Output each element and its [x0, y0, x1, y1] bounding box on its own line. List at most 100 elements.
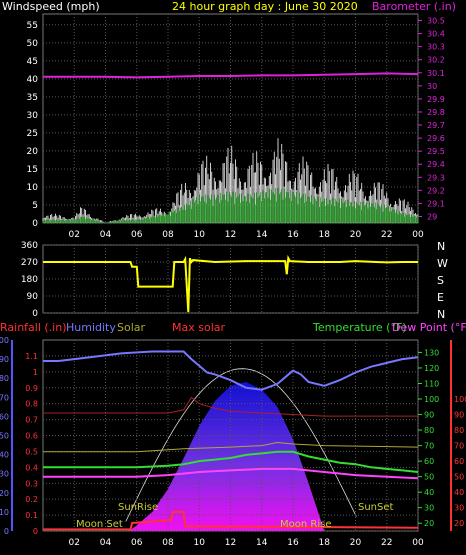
temperature-y-tick-label: 30: [424, 504, 434, 513]
wind-x-tick-label: 06: [131, 230, 143, 240]
wind-y-tick-label: 5: [32, 201, 38, 211]
dewpoint-y-tick-label: 60: [454, 457, 464, 466]
humidity-y-tick-label: 20: [0, 489, 9, 498]
sunrise-label: SunRise: [118, 502, 158, 513]
wind-x-tick-label: 22: [381, 230, 392, 240]
temperature-y-tick-label: 90: [424, 411, 434, 420]
rain-y-tick-label: 0: [33, 527, 38, 536]
direction-y-tick-label: 0: [32, 309, 38, 319]
barometer-y-tick-label: 29.7: [427, 121, 445, 130]
legend-humidity: Humidity: [66, 321, 116, 334]
wind-x-tick-label: 20: [350, 230, 362, 240]
wind-y-tick-label: 50: [27, 39, 39, 49]
compass-label: S: [437, 274, 444, 287]
barometer-y-tick-label: 29.9: [427, 95, 445, 104]
temperature-line: [43, 450, 419, 473]
dewpoint-y-tick-label: 30: [454, 504, 464, 513]
wind-y-tick-label: 20: [27, 147, 39, 157]
direction-y-tick-label: 90: [27, 292, 39, 302]
temperature-y-tick-label: 120: [424, 364, 439, 373]
temp-x-tick-label: 00: [412, 538, 424, 548]
dewpoint-y-tick-label: 100: [454, 395, 466, 404]
humidity-y-tick-label: 90: [0, 355, 9, 364]
temperature-y-tick-label: 40: [424, 488, 434, 497]
wind-y-tick-label: 25: [27, 129, 38, 139]
rain-y-tick-label: 0.7: [25, 416, 38, 425]
temp-x-tick-label: 02: [69, 538, 80, 548]
wind-x-tick-label: 00: [412, 230, 424, 240]
wind-y-tick-label: 45: [27, 57, 38, 67]
temperature-y-tick-label: 20: [424, 519, 434, 528]
humidity-y-tick-label: 70: [0, 393, 9, 402]
rain-y-ticks: 0 0.1 0.2 0.3 0.4 0.5 0.6 0.7 0.8 0.9 1 1.1: [25, 352, 38, 536]
solar-radiation-fill: [128, 382, 325, 531]
temp-x-tick-label: 06: [131, 538, 143, 548]
wind-y-ticks: 0 5 10 15 20 25 30 35 40 45 50 55: [27, 21, 39, 229]
temperature-y-tick-label: 100: [424, 395, 439, 404]
wind-x-tick-label: 16: [287, 230, 299, 240]
dewpoint-line: [43, 467, 419, 480]
wind-series: [42, 72, 419, 223]
temp-x-tick-label: 22: [381, 538, 392, 548]
barometer-y-tick-label: 30.3: [427, 43, 445, 52]
rain-y-tick-label: 0.3: [25, 479, 38, 488]
solar-line: [43, 441, 419, 453]
wind-y-tick-label: 40: [27, 75, 39, 85]
legend-rainfall: Rainfall (.in): [0, 321, 67, 334]
barometer-y-tick-label: 29.5: [427, 147, 445, 156]
temp-series: [43, 350, 419, 531]
dewpoint-y-tick-label: 20: [454, 519, 464, 528]
compass-label: W: [437, 257, 448, 270]
wind-direction-line: [43, 254, 418, 313]
wind-x-ticks: 02 04 06 08 10 12 14 16 18 20 22 00: [69, 230, 424, 240]
barometer-y-tick-label: 30: [427, 82, 437, 91]
wind-x-tick-label: 12: [225, 230, 236, 240]
barometer-y-tick-label: 29.6: [427, 134, 445, 143]
wind-x-tick-label: 02: [69, 230, 80, 240]
temp-x-ticks: 02 04 06 08 10 12 14 16 18 20 22 00: [69, 538, 424, 548]
rain-y-tick-label: 0.8: [25, 400, 38, 409]
barometer-y-tick-label: 29.8: [427, 108, 445, 117]
temperature-y-ticks: 20 30 40 50 60 70 80 90 100 110 120 130: [418, 348, 439, 528]
temperature-y-tick-label: 60: [424, 457, 434, 466]
compass-label: N: [437, 308, 445, 321]
legend-max-solar: Max solar: [172, 321, 225, 334]
wind-y-tick-label: 10: [27, 183, 39, 193]
barometer-y-tick-label: 30.2: [427, 56, 445, 65]
rain-y-tick-label: 0.9: [25, 384, 38, 393]
direction-series: [43, 254, 418, 313]
temp-x-tick-label: 18: [319, 538, 331, 548]
barometer-line: [43, 72, 419, 79]
temp-x-tick-label: 04: [100, 538, 112, 548]
barometer-y-ticks: 29 29.1 29.2 29.3 29.4 29.5 29.6 29.7 29.8 29.9 30…: [418, 17, 445, 221]
direction-y-ticks: 0 90 180 270 360: [21, 241, 38, 319]
wind-y-tick-label: 15: [27, 165, 38, 175]
humidity-y-tick-label: 10: [0, 508, 9, 517]
temp-x-tick-label: 16: [287, 538, 299, 548]
wind-x-tick-label: 14: [256, 230, 268, 240]
sunset-label: SunSet: [358, 502, 394, 513]
wind-y-tick-label: 30: [27, 111, 39, 121]
temperature-y-tick-label: 80: [424, 426, 434, 435]
wind-x-tick-label: 18: [319, 230, 331, 240]
direction-y-tick-label: 270: [21, 258, 38, 268]
temp-x-tick-label: 20: [350, 538, 362, 548]
compass-label: E: [437, 291, 444, 304]
humidity-y-tick-label: 50: [0, 432, 9, 441]
barometer-y-tick-label: 29.2: [427, 186, 445, 195]
barometer-y-tick-label: 29: [427, 212, 437, 221]
rain-y-tick-label: 0.4: [25, 463, 38, 472]
humidity-y-tick-label: 80: [0, 374, 9, 383]
humidity-y-ticks: 0 10 20 30 40 50 60 70 80 90 100: [0, 336, 9, 536]
temperature-y-tick-label: 70: [424, 442, 434, 451]
legend-temperature: Temperature (°F): [312, 321, 407, 334]
wind-x-tick-label: 04: [100, 230, 112, 240]
dewpoint-y-tick-label: 90: [454, 411, 464, 420]
wind-y-tick-label: 55: [27, 21, 38, 31]
rainfall-line: [43, 510, 419, 531]
rain-y-tick-label: 0.2: [25, 495, 38, 504]
barometer-y-tick-label: 30.4: [427, 30, 445, 39]
barometer-y-tick-label: 30.5: [427, 17, 445, 26]
moonset-label: Moon Set: [76, 519, 123, 530]
